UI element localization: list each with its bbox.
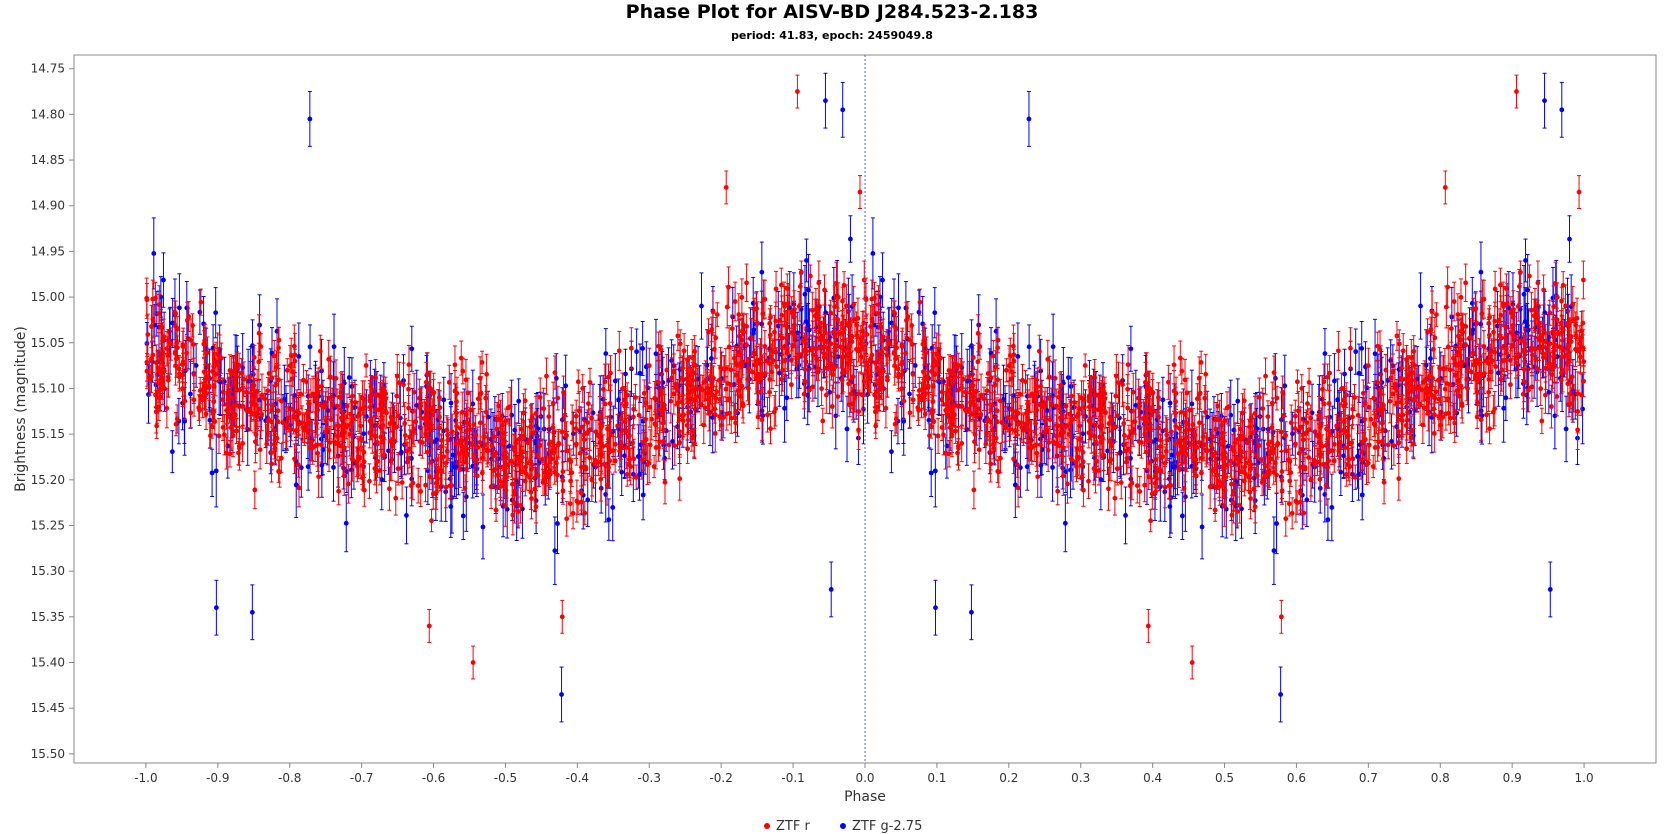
x-axis-label: Phase (844, 789, 886, 805)
legend-label-ztf-g: ZTF g-2.75 (852, 819, 922, 834)
x-tick-label: -0.4 (566, 771, 589, 785)
ztf-g-point (209, 448, 215, 498)
x-tick-label: 0.2 (999, 771, 1018, 785)
y-tick-label: 15.05 (31, 336, 65, 350)
y-tick-label: 14.80 (31, 107, 65, 121)
x-tick-label: 0.4 (1143, 771, 1162, 785)
ztf-g-point (307, 324, 313, 370)
x-tick-label: 0.0 (855, 771, 874, 785)
ztf-g-point (1026, 324, 1032, 370)
y-tick-label: 14.90 (31, 199, 65, 213)
ztf-g-point (346, 356, 352, 399)
x-tick-label: -0.9 (206, 771, 229, 785)
ztf-g-point (1567, 215, 1572, 263)
x-tick-label: 0.5 (1215, 771, 1234, 785)
ztf-g-point (480, 494, 486, 560)
legend-label-ztf-r: ZTF r (776, 819, 810, 834)
y-tick-label: 15.50 (31, 747, 65, 761)
y-tick-label: 15.30 (31, 564, 65, 578)
y-tick-label: 14.85 (31, 153, 65, 167)
y-axis-label: Brightness (magnitude) (13, 326, 29, 492)
y-tick-label: 15.10 (31, 381, 65, 395)
y-tick-label: 15.15 (31, 427, 65, 441)
x-tick-label: -0.1 (781, 771, 804, 785)
x-tick-label: -0.5 (494, 771, 517, 785)
ztf-g-point (1065, 356, 1071, 399)
ztf-g-point (1133, 369, 1139, 442)
x-tick-label: -0.8 (278, 771, 301, 785)
ztf-g-point (634, 328, 640, 375)
x-axis: -1.0 -0.9 -0.8 -0.7 -0.6 -0.5 -0.4 -0.3 -0.2 -0.1… (134, 763, 1594, 785)
legend-marker-ztf-g (840, 823, 846, 829)
y-tick-label: 15.25 (31, 518, 65, 532)
ztf-g-point (213, 287, 219, 339)
y-tick-label: 15.35 (31, 610, 65, 624)
x-tick-label: 0.1 (927, 771, 946, 785)
ztf-g-point (1274, 493, 1279, 555)
chart-title: Phase Plot for AISV-BD J284.523-2.183 (625, 1, 1039, 23)
y-tick-label: 14.75 (31, 62, 65, 76)
ztf-g-point (928, 448, 934, 498)
ztf-g-point (848, 215, 853, 263)
x-tick-label: 0.6 (1287, 771, 1306, 785)
x-tick-label: -0.7 (350, 771, 373, 785)
y-tick-label: 15.20 (31, 473, 65, 487)
y-tick-label: 14.95 (31, 244, 65, 258)
x-tick-label: 0.8 (1431, 771, 1450, 785)
x-tick-label: 0.3 (1071, 771, 1090, 785)
y-tick-label: 15.45 (31, 701, 65, 715)
legend-marker-ztf-r (764, 823, 770, 829)
x-tick-label: 1.0 (1575, 771, 1594, 785)
ztf-g-point (1353, 328, 1359, 375)
ztf-g-point (1552, 382, 1558, 450)
data-points-layer (144, 72, 1587, 723)
ztf-g-point (699, 272, 704, 340)
x-tick-label: -0.3 (638, 771, 661, 785)
x-tick-label: -1.0 (134, 771, 157, 785)
x-tick-label: -0.6 (422, 771, 445, 785)
ztf-g-point (555, 493, 560, 555)
x-tick-label: -0.2 (709, 771, 732, 785)
y-axis: 14.75 14.80 14.85 14.90 14.95 15.00 15.05 15.10… (31, 62, 74, 761)
y-tick-label: 15.40 (31, 656, 65, 670)
ztf-g-point (1418, 272, 1423, 340)
x-tick-label: 0.9 (1503, 771, 1522, 785)
y-tick-label: 15.00 (31, 290, 65, 304)
ztf-g-point (610, 473, 616, 542)
ztf-g-point (932, 287, 938, 339)
legend: ZTF r ZTF g-2.75 (764, 819, 922, 834)
ztf-g-point (1199, 494, 1205, 560)
x-tick-label: 0.7 (1359, 771, 1378, 785)
ztf-g-point (1329, 473, 1335, 542)
chart-subtitle: period: 41.83, epoch: 2459049.8 (731, 29, 933, 42)
